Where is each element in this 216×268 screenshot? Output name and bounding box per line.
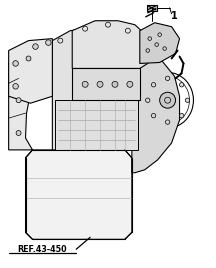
Circle shape [13,84,18,89]
Circle shape [151,113,156,118]
Circle shape [179,113,184,118]
Polygon shape [132,44,179,173]
Polygon shape [72,21,152,68]
Polygon shape [52,27,140,150]
Circle shape [185,98,190,102]
Circle shape [112,81,118,87]
Polygon shape [25,150,132,239]
Circle shape [179,83,184,87]
Circle shape [26,56,31,61]
Polygon shape [9,44,52,150]
Circle shape [97,81,103,87]
Circle shape [160,92,176,108]
Circle shape [16,98,21,103]
Circle shape [127,81,133,87]
Polygon shape [9,39,52,103]
Text: REF.43-450: REF.43-450 [18,245,67,254]
Polygon shape [147,5,157,11]
Polygon shape [140,23,179,64]
Circle shape [16,131,21,136]
Circle shape [151,83,156,87]
Circle shape [13,61,18,66]
Circle shape [82,81,88,87]
Polygon shape [55,100,138,150]
Circle shape [33,44,38,49]
Circle shape [146,98,150,102]
Circle shape [165,76,170,81]
Circle shape [46,40,51,45]
Text: 1: 1 [171,11,178,21]
Polygon shape [72,68,140,100]
Circle shape [165,120,170,124]
